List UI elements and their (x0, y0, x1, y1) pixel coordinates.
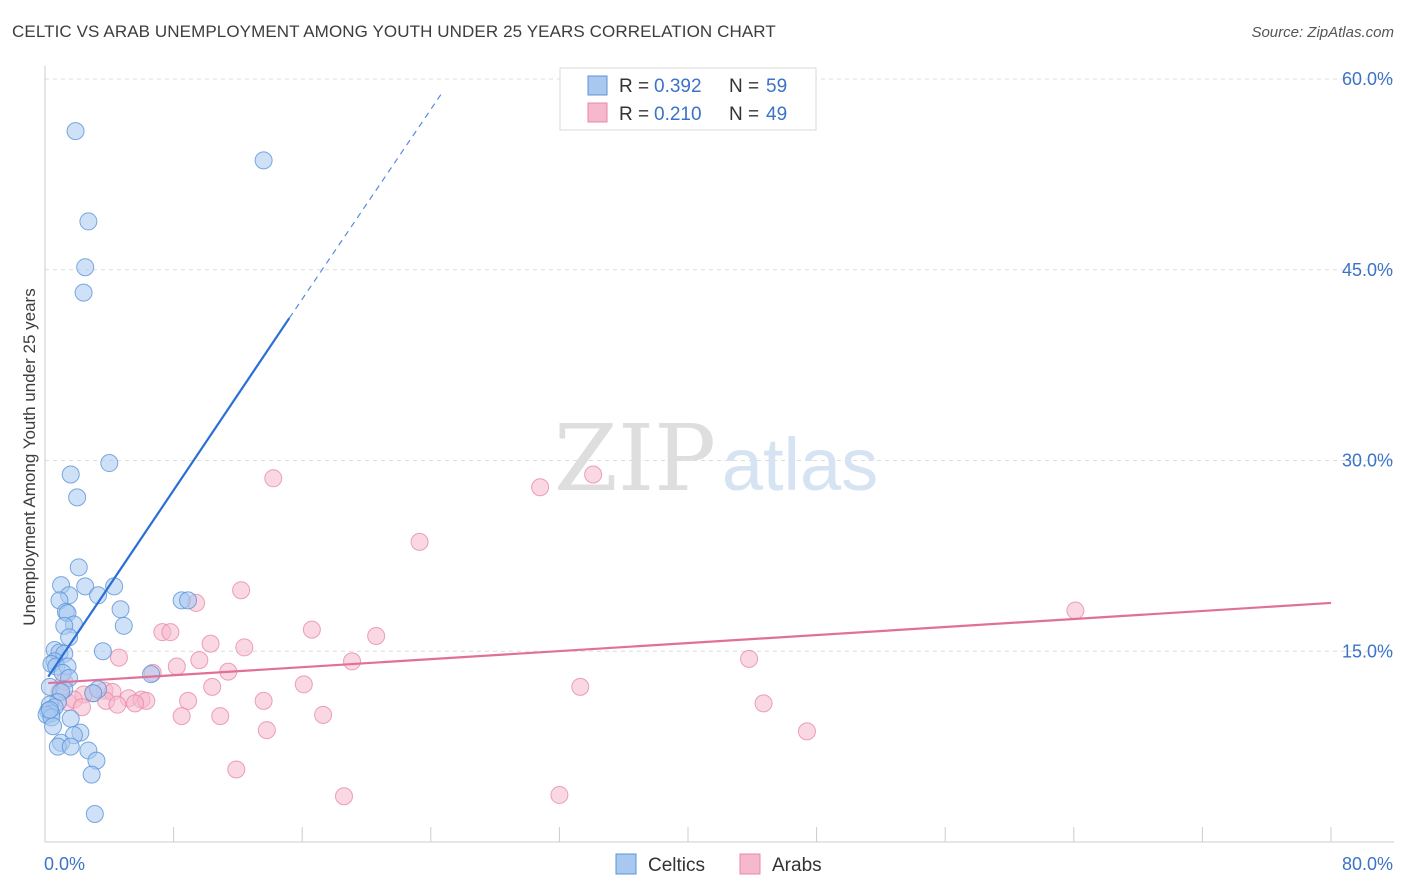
celtics-point (40, 700, 59, 719)
arabs-point (211, 707, 230, 726)
arabs-point (167, 657, 186, 676)
arabs-point (410, 532, 429, 551)
arabs-point (584, 465, 603, 484)
arabs-point (343, 652, 362, 671)
celtics-trend-extension (288, 90, 445, 319)
stats-arabs-n-label: N = (729, 104, 759, 125)
stats-arabs-n-value: 49 (766, 104, 787, 125)
source-credit: Source: ZipAtlas.com (1251, 24, 1394, 41)
arabs-point (314, 705, 333, 724)
arabs-point (227, 760, 246, 779)
celtics-point (61, 465, 80, 484)
arabs-point (172, 707, 191, 726)
celtics-point (74, 283, 93, 302)
celtics-point (111, 600, 130, 619)
arabs-trend-line (48, 601, 1332, 685)
arabs-point (754, 694, 773, 713)
celtics-trend-line (47, 317, 291, 678)
celtics-point (44, 717, 63, 736)
stats-legend: R = 0.392 N = 59 R = 0.210 N = 49 (559, 67, 817, 131)
stats-celtics-n-label: N = (729, 76, 759, 97)
arabs-point (797, 722, 816, 741)
celtics-point (66, 122, 85, 141)
arabs-point (1066, 601, 1085, 620)
series-legend: Celtics Arabs (615, 853, 822, 876)
arabs-point (126, 694, 145, 713)
arabs-point (190, 651, 209, 670)
arabs-point (257, 721, 276, 740)
celtics-point (85, 805, 104, 824)
watermark: ZIP atlas (554, 405, 878, 512)
stats-arabs-swatch (587, 102, 608, 123)
stats-celtics-swatch (587, 75, 608, 96)
watermark-atlas: atlas (722, 423, 878, 506)
axes-layer: 0.0% 80.0% (44, 66, 1394, 874)
celtics-point (114, 616, 133, 635)
grid-layer: 60.0% 45.0% 30.0% 15.0% (45, 69, 1394, 661)
stats-celtics-r-label: R = (619, 76, 649, 97)
points-layer (37, 122, 1085, 824)
y-axis-label: Unemployment Among Youth under 25 years (20, 288, 39, 625)
celtics-point (79, 212, 98, 231)
celtics-point (93, 642, 112, 661)
y-tick-label: 30.0% (1342, 451, 1393, 471)
legend-celtics-label: Celtics (648, 855, 705, 876)
y-tick-label: 15.0% (1342, 641, 1393, 661)
x-tick-label: 0.0% (44, 854, 85, 874)
stats-celtics-r-value: 0.392 (654, 76, 702, 97)
celtics-point (254, 151, 273, 170)
arabs-point (161, 623, 180, 642)
legend-celtics-swatch (615, 853, 637, 875)
arabs-point (294, 675, 313, 694)
legend-arabs-swatch (739, 853, 761, 875)
arabs-point (571, 677, 590, 696)
arabs-point (179, 691, 198, 710)
celtics-point (76, 577, 95, 596)
arabs-point (264, 469, 283, 488)
celtics-point (82, 765, 101, 784)
y-tick-label: 60.0% (1342, 69, 1393, 89)
celtics-point (76, 258, 95, 277)
arabs-point (254, 691, 273, 710)
arabs-point (531, 478, 550, 497)
arabs-point (72, 698, 91, 717)
celtics-point (179, 591, 198, 610)
legend-arabs-label: Arabs (772, 855, 822, 876)
celtics-point (61, 737, 80, 756)
celtics-point (68, 488, 87, 507)
arabs-point (203, 677, 222, 696)
celtics-point (142, 665, 161, 684)
celtics-point (100, 454, 119, 473)
arabs-point (334, 787, 353, 806)
y-tick-label: 45.0% (1342, 260, 1393, 280)
watermark-zip: ZIP (554, 405, 716, 512)
stats-arabs-r-value: 0.210 (654, 104, 702, 125)
stats-arabs-r-label: R = (619, 104, 649, 125)
trend-layer (47, 90, 1332, 685)
arabs-point (367, 626, 386, 645)
arabs-point (201, 634, 220, 653)
x-tick-label: 80.0% (1342, 854, 1393, 874)
chart-title: CELTIC VS ARAB UNEMPLOYMENT AMONG YOUTH … (12, 22, 776, 41)
arabs-point (235, 638, 254, 657)
celtics-point (84, 684, 103, 703)
arabs-point (740, 649, 759, 668)
arabs-point (302, 620, 321, 639)
arabs-point (109, 648, 128, 667)
arabs-point (108, 695, 127, 714)
arabs-point (550, 785, 569, 804)
celtics-point (69, 558, 88, 577)
stats-celtics-n-value: 59 (766, 76, 787, 97)
arabs-point (232, 581, 251, 600)
